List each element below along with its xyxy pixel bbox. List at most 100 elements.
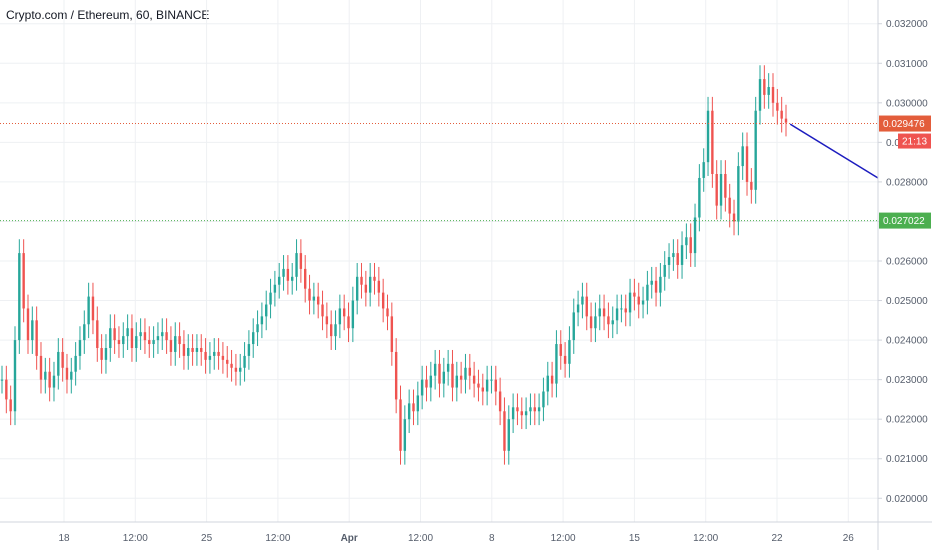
candle-body [689, 237, 692, 254]
candle-body [204, 351, 207, 360]
candle-body [334, 324, 337, 337]
candle-body [291, 276, 294, 281]
candle-body [342, 308, 346, 317]
candle-body [130, 328, 134, 348]
candle-body [416, 395, 420, 412]
candle-body [498, 391, 502, 412]
candle-body [572, 312, 575, 341]
candle-body [295, 253, 298, 277]
candle-body [732, 213, 736, 222]
candle-body [451, 363, 454, 388]
candle-body [659, 276, 662, 293]
candle-body [390, 316, 394, 352]
candle-body [750, 181, 753, 190]
candle-body [52, 375, 56, 388]
candle-body [269, 292, 272, 305]
candle-body [329, 324, 333, 337]
candle-body [13, 340, 17, 412]
candle-body [312, 296, 316, 301]
candle-body [156, 336, 160, 341]
candle-body [178, 336, 181, 345]
resistance-label-bg [879, 115, 931, 132]
candle-body [74, 355, 77, 372]
candle-body [763, 79, 766, 95]
y-axis: 0.0320000.0310000.0300000.0290000.028000… [877, 0, 928, 550]
candle-body [22, 253, 25, 309]
candle-body [412, 403, 415, 412]
candle-body [87, 296, 90, 325]
candle-body [165, 332, 168, 341]
candle-body [420, 379, 424, 396]
candle-body [607, 316, 610, 325]
candle-body [273, 284, 277, 293]
candle-body [355, 276, 359, 301]
candle-body [338, 308, 342, 325]
candle-body [611, 320, 614, 325]
candle-body [5, 379, 8, 400]
candle-body [386, 308, 389, 317]
y-tick-label: 0.021000 [886, 454, 928, 465]
candle-body [308, 288, 311, 301]
candle-body [650, 280, 653, 285]
candle-body [282, 268, 285, 277]
x-tick-label: 15 [629, 533, 641, 544]
candle-body [39, 355, 43, 380]
candle-body [139, 332, 142, 337]
price-level-lines [0, 123, 879, 222]
candle-body [299, 253, 303, 269]
candle-body [243, 355, 246, 368]
candle-body [771, 87, 775, 103]
candle-body [191, 348, 194, 352]
y-tick-label: 0.025000 [886, 296, 928, 307]
candle-body [256, 324, 259, 333]
candle-body [360, 276, 363, 285]
candle-body [529, 407, 532, 412]
y-tick-label: 0.022000 [886, 415, 928, 426]
candle-body [200, 348, 203, 352]
candle-body [663, 264, 666, 277]
candle-body [70, 371, 73, 380]
candle-body [646, 284, 649, 301]
candle-body [304, 268, 307, 289]
candle-body [425, 379, 428, 388]
candle-body [481, 387, 484, 392]
candle-body [680, 245, 684, 265]
y-tick-label: 0.026000 [886, 257, 928, 268]
candle-body [126, 328, 129, 337]
candle-body [187, 348, 190, 356]
candle-body [265, 304, 268, 317]
candle-body [672, 253, 675, 258]
candle-body [429, 375, 433, 388]
y-tick-label: 0.023000 [886, 375, 928, 386]
candle-body [174, 336, 177, 352]
candle-body [754, 110, 757, 190]
candle-body [9, 399, 12, 412]
candle-body [537, 407, 541, 412]
candle-body [143, 332, 147, 341]
candle-body [780, 110, 783, 119]
candle-body [91, 296, 95, 321]
candle-body [48, 371, 51, 388]
candle-body [624, 308, 627, 313]
candle-body [598, 308, 601, 317]
candle-body [485, 379, 489, 392]
candle-body [61, 351, 64, 368]
candle-body [321, 304, 324, 317]
candle-body [594, 316, 597, 329]
candle-body [576, 304, 580, 313]
candle-body [459, 375, 463, 380]
candle-body [221, 355, 225, 360]
candle-body [503, 411, 506, 451]
candle-body [589, 316, 593, 329]
candle-body [381, 292, 385, 309]
support-label-bg [879, 212, 931, 229]
candle-body [394, 351, 398, 400]
candle-body [161, 332, 164, 337]
candle-body [490, 379, 493, 381]
candle-body [195, 348, 199, 352]
candle-body [78, 340, 82, 356]
candle-body [511, 407, 515, 420]
candle-body [433, 363, 437, 376]
candle-body [446, 363, 450, 372]
